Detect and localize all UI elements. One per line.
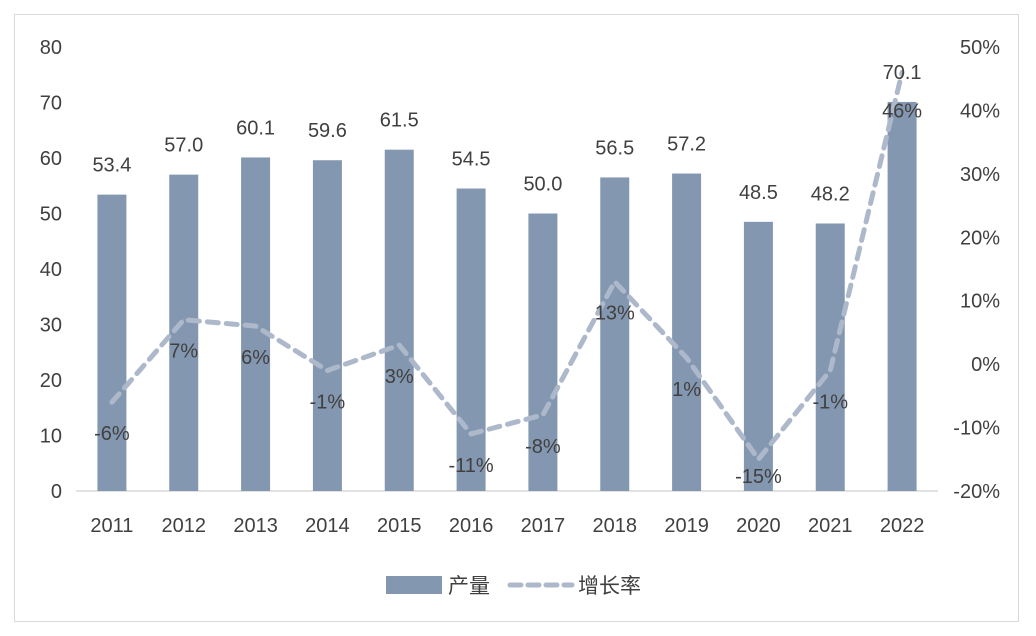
growth-point-2019 xyxy=(686,357,688,359)
left-tick-label: 0 xyxy=(51,481,62,503)
growth-point-2011 xyxy=(111,401,113,403)
growth-point-2022 xyxy=(901,71,903,73)
right-tick-label: 10% xyxy=(960,291,1000,313)
bar-label-2013: 60.1 xyxy=(236,117,275,139)
bar-2020 xyxy=(743,221,773,491)
left-tick-label: 30 xyxy=(40,315,62,337)
left-tick-label: 80 xyxy=(40,37,62,59)
x-tick-label: 2017 xyxy=(521,515,566,537)
line-series xyxy=(109,69,905,462)
left-tick-label: 20 xyxy=(40,370,62,392)
bar-2018 xyxy=(600,177,630,492)
right-tick-label: 40% xyxy=(960,100,1000,122)
bar-label-2021: 48.2 xyxy=(811,183,850,205)
growth-label-2013: 6% xyxy=(241,347,270,369)
left-tick-label: 10 xyxy=(40,426,62,448)
bar-label-2012: 57.0 xyxy=(164,135,203,157)
bar-label-2022: 70.1 xyxy=(883,62,922,84)
right-tick-label: 20% xyxy=(960,227,1000,249)
x-tick-label: 2021 xyxy=(808,515,853,537)
right-tick-label: -10% xyxy=(953,418,1000,440)
x-tick-label: 2018 xyxy=(593,515,638,537)
growth-label-2011: -6% xyxy=(94,423,130,445)
left-tick-label: 40 xyxy=(40,259,62,281)
growth-point-2016 xyxy=(470,433,472,435)
x-tick-label: 2011 xyxy=(90,515,133,537)
bar-2016 xyxy=(456,188,486,491)
growth-label-2017: -8% xyxy=(525,436,561,458)
bar-label-2011: 53.4 xyxy=(92,155,131,177)
growth-point-2014 xyxy=(326,369,328,371)
bar-2019 xyxy=(672,173,702,492)
growth-label-2018: 13% xyxy=(595,303,635,325)
growth-label-2014: -1% xyxy=(310,391,346,413)
growth-label-2015: 3% xyxy=(385,366,414,388)
bar-label-2017: 50.0 xyxy=(523,174,562,196)
right-tick-label: -20% xyxy=(953,481,1000,503)
growth-label-2012: 7% xyxy=(169,341,198,363)
growth-label-2019: 1% xyxy=(672,379,701,401)
growth-point-2013 xyxy=(255,325,257,327)
growth-point-2020 xyxy=(757,458,759,460)
growth-label-2021: -1% xyxy=(812,391,848,413)
bar-2014 xyxy=(312,160,342,491)
x-tick-label: 2014 xyxy=(305,515,350,537)
growth-point-2017 xyxy=(542,414,544,416)
growth-rate-line xyxy=(109,69,905,462)
bar-label-2014: 59.6 xyxy=(308,120,347,142)
right-tick-label: 30% xyxy=(960,164,1000,186)
growth-label-2016: -11% xyxy=(448,455,493,477)
bar-label-2018: 56.5 xyxy=(595,137,634,159)
bar-2022 xyxy=(887,101,917,491)
growth-point-2021 xyxy=(829,369,831,371)
bar-series xyxy=(97,101,917,492)
bar-label-2019: 57.2 xyxy=(667,134,706,156)
legend-swatch-production xyxy=(386,576,442,594)
growth-label-2020: -15% xyxy=(735,466,782,488)
x-tick-label: 2022 xyxy=(880,515,925,537)
growth-label-2022: 46% xyxy=(882,100,922,122)
left-tick-label: 70 xyxy=(40,93,62,115)
x-tick-label: 2019 xyxy=(664,515,709,537)
legend: 产量 增长率 xyxy=(386,575,641,598)
legend-label-production: 产量 xyxy=(448,575,490,598)
left-tick-label: 50 xyxy=(40,204,62,226)
bar-label-2015: 61.5 xyxy=(380,110,419,132)
x-tick-label: 2020 xyxy=(736,515,781,537)
bar-label-2016: 54.5 xyxy=(452,149,491,171)
left-tick-label: 60 xyxy=(40,148,62,170)
x-tick-label: 2013 xyxy=(233,515,278,537)
bar-data-labels: 53.4 57.0 60.1 59.6 61.5 54.5 50.0 56.5 57.2 48.5… xyxy=(92,62,921,206)
x-axis-labels: 2011 2012 2013 2014 2015 2016 2017 2018 2019 2020… xyxy=(90,515,924,537)
line-data-labels: -6% 7% 6% -1% 3% -11% -8% 13% 1% -15% -1% 46% xyxy=(94,100,922,488)
legend-label-growth: 增长率 xyxy=(578,575,641,598)
bar-2021 xyxy=(815,223,845,492)
x-tick-label: 2015 xyxy=(377,515,422,537)
left-axis: 0 10 20 30 40 50 60 70 80 xyxy=(40,37,62,503)
bar-label-2020: 48.5 xyxy=(739,182,778,204)
x-tick-label: 2012 xyxy=(162,515,207,537)
right-axis: -20% -10% 0% 10% 20% 30% 40% 50% xyxy=(953,37,1000,503)
x-tick-label: 2016 xyxy=(449,515,494,537)
growth-point-2015 xyxy=(398,344,400,346)
right-tick-label: 0% xyxy=(971,354,1000,376)
bar-2011 xyxy=(97,194,127,491)
growth-point-2018 xyxy=(614,281,616,283)
bar-2015 xyxy=(384,149,414,492)
right-tick-label: 50% xyxy=(960,37,1000,59)
bar-2017 xyxy=(528,213,558,491)
growth-point-2012 xyxy=(183,319,185,321)
